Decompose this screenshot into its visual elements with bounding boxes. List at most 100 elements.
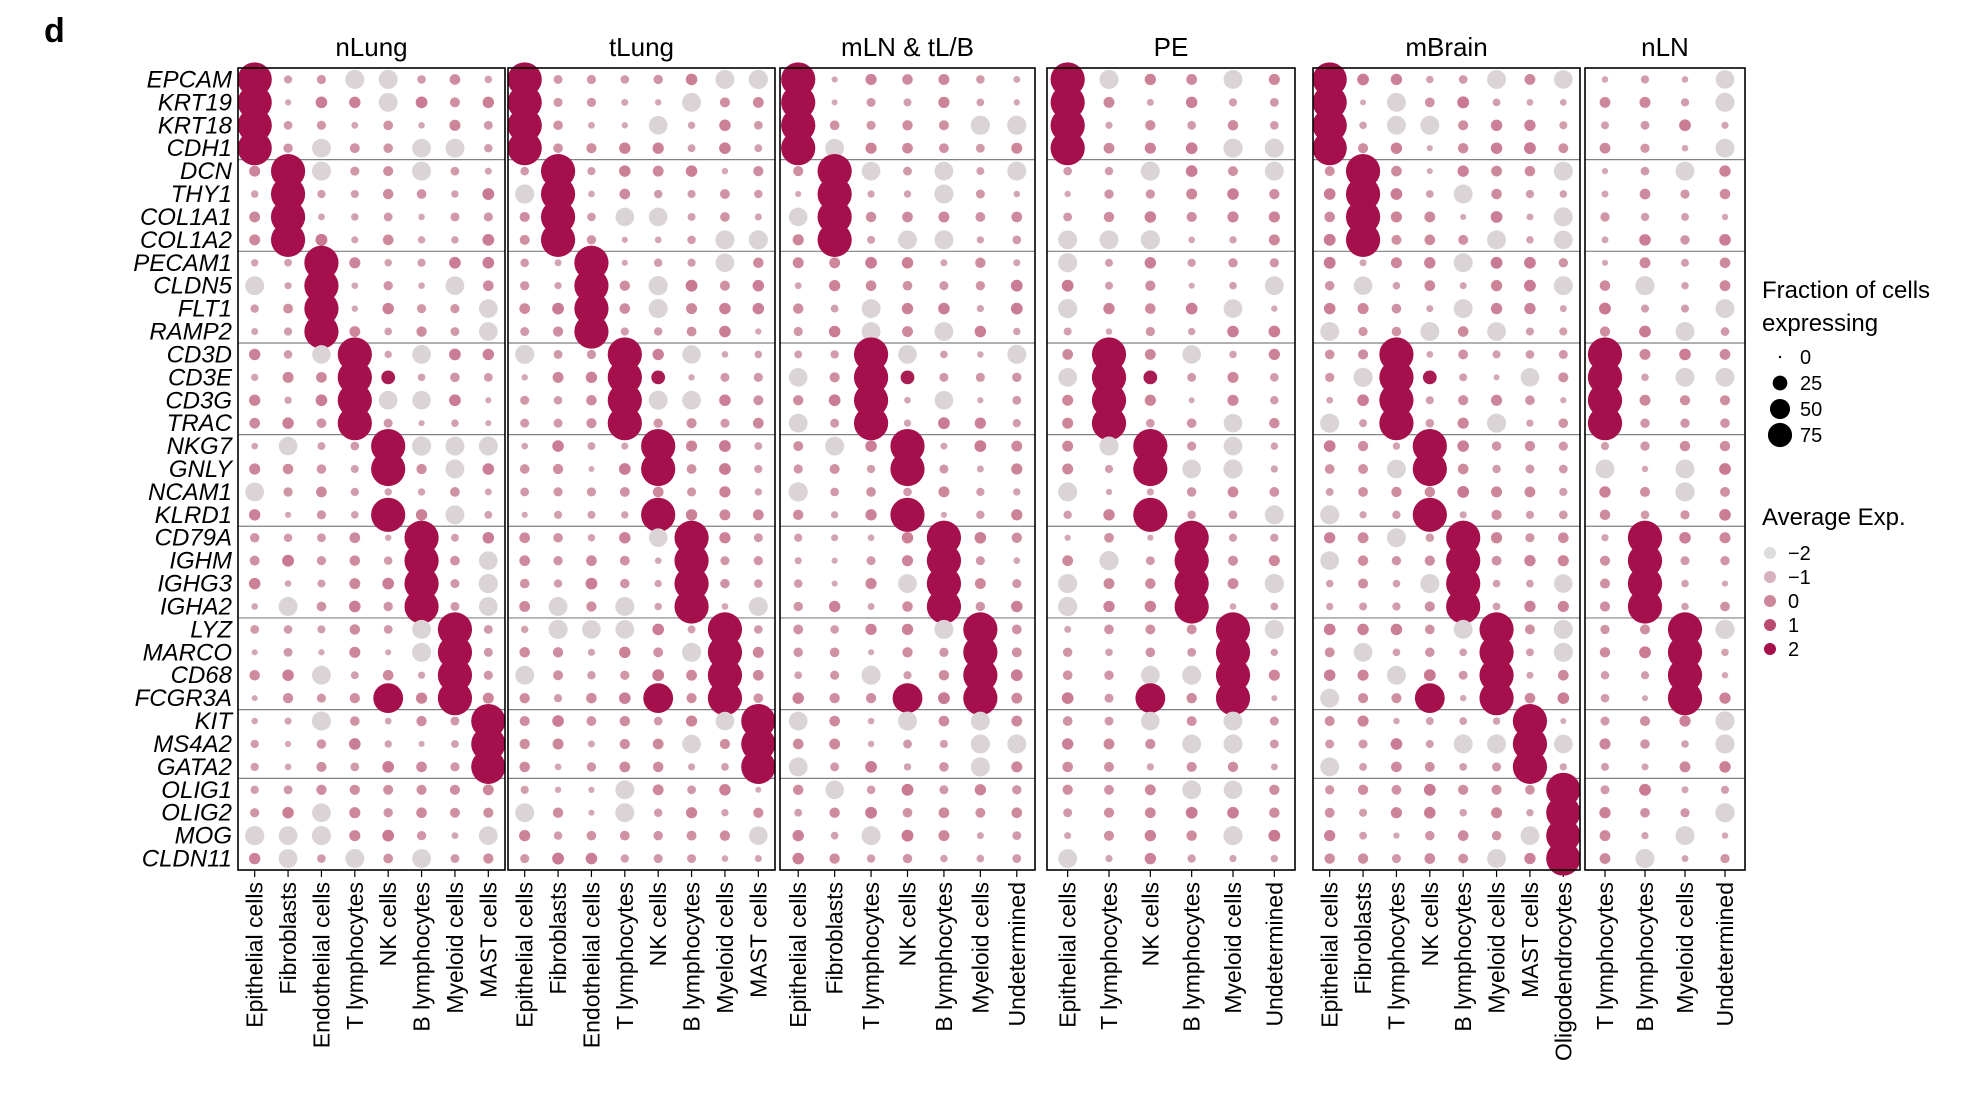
size-legend-label: 75 — [1800, 425, 1822, 447]
dot-ncam1-epithelial-cells — [788, 482, 808, 502]
dot-mog-fibroblasts — [830, 831, 839, 840]
dot-igha2-nk-cells — [654, 602, 662, 611]
dot-thy1-epithelial-cells — [1323, 188, 1336, 200]
dot-cd79a-fibroblasts — [553, 532, 563, 543]
dot-marco-nk-cells — [653, 647, 664, 658]
dot-trac-nk-cells — [903, 419, 912, 427]
dot-cldn5-fibroblasts — [828, 280, 841, 292]
dot-dcn-oligodendrocytes — [1553, 161, 1573, 181]
dot-flt1-b-lymphocytes — [686, 303, 698, 315]
dot-cd3g-mast-cells — [753, 395, 764, 406]
dot-cdh1-fibroblasts — [1358, 143, 1369, 154]
dot-ncam1-t-lymphocytes — [1599, 486, 1611, 498]
dot-col1a2-t-lymphocytes — [1601, 236, 1609, 244]
dot-cd3g-fibroblasts — [284, 396, 292, 404]
gene-label-cd79a: CD79A — [155, 525, 232, 552]
dot-cd3d-b-lymphocytes — [1458, 349, 1469, 360]
dot-gata2-epithelial-cells — [1320, 757, 1340, 777]
dot-krt18-nk-cells — [648, 115, 668, 135]
dot-flt1-epithelial-cells — [1058, 299, 1078, 319]
dot-thy1-b-lymphocytes — [1453, 184, 1473, 204]
dot-krt19-myeloid-cells — [1680, 98, 1690, 107]
dot-olig1-nk-cells — [1144, 784, 1156, 796]
facet-pe: PE Epithelial cells T lymphocytes NK cells B… — [1046, 32, 1296, 1032]
dot-kit-nk-cells — [653, 716, 663, 726]
dot-krt18-myeloid-cells — [449, 119, 461, 131]
dot-cldn11-endothelial-cells — [317, 854, 326, 863]
dot-nkg7-b-lymphocytes — [1187, 441, 1197, 451]
dot-gnly-nk-cells — [1412, 451, 1447, 487]
dot-col1a2-undetermined — [1012, 235, 1022, 245]
dot-cd79a-epithelial-cells — [1324, 532, 1336, 544]
dot-klrd1-nk-cells — [890, 497, 925, 532]
dot-dcn-myeloid-cells — [721, 167, 729, 175]
color-legend-dot — [1764, 547, 1776, 559]
dot-klrd1-b-lymphocytes — [940, 511, 948, 518]
facet-title: mBrain — [1405, 32, 1487, 62]
dot-col1a2-fibroblasts — [817, 222, 852, 257]
dot-marco-t-lymphocytes — [1105, 648, 1113, 657]
dot-col1a2-mast-cells — [1526, 236, 1534, 244]
dot-fcgr3a-fibroblasts — [553, 693, 563, 703]
dot-igha2-t-lymphocytes — [1103, 600, 1115, 613]
dot-pecam1-t-lymphocytes — [349, 257, 361, 269]
dot-gnly-fibroblasts — [1358, 464, 1369, 474]
dot-cd79a-myeloid-cells — [450, 533, 459, 542]
dot-col1a2-oligodendrocytes — [1553, 230, 1573, 250]
dot-fcgr3a-t-lymphocytes — [619, 692, 631, 704]
dot-olig1-epithelial-cells — [250, 785, 259, 794]
dot-mog-b-lymphocytes — [938, 830, 950, 842]
dot-lyz-fibroblasts — [283, 625, 293, 634]
dot-cdh1-oligodendrocytes — [1558, 143, 1569, 154]
dot-ramp2-b-lymphocytes — [686, 326, 697, 337]
dot-olig2-t-lymphocytes — [615, 803, 635, 823]
dot-col1a2-b-lymphocytes — [1458, 234, 1469, 245]
dot-klrd1-myeloid-cells — [445, 505, 465, 525]
dot-pecam1-undetermined — [1013, 259, 1021, 267]
dot-cd3e-b-lymphocytes — [688, 374, 695, 381]
dot-col1a1-epithelial-cells — [1063, 212, 1073, 222]
dot-ncam1-myeloid-cells — [719, 486, 731, 498]
dot-ms4a2-undetermined — [1007, 734, 1027, 754]
dot-krt18-endothelial-cells — [588, 121, 595, 129]
dot-ramp2-mast-cells — [478, 322, 498, 341]
dot-trac-fibroblasts — [282, 417, 294, 429]
dot-col1a1-myeloid-cells — [450, 212, 460, 222]
dot-cd3d-undetermined — [1719, 349, 1731, 360]
dot-col1a1-myeloid-cells — [720, 212, 730, 222]
dot-igha2-nk-cells — [1424, 601, 1435, 612]
dot-pecam1-b-lymphocytes — [1453, 253, 1473, 273]
dot-lyz-b-lymphocytes — [934, 619, 954, 639]
cell-label-undetermined: Undetermined — [1712, 882, 1738, 1026]
dot-gnly-epithelial-cells — [249, 463, 261, 475]
dot-cdh1-undetermined — [1715, 138, 1735, 158]
dot-cd3d-fibroblasts — [283, 350, 293, 359]
dot-ighg3-myeloid-cells — [1681, 579, 1689, 588]
dot-cd3e-oligodendrocytes — [1558, 372, 1569, 383]
dot-igha2-myeloid-cells — [1492, 602, 1501, 611]
dot-fcgr3a-mast-cells — [482, 692, 494, 704]
cell-label-b-lymphocytes: B lymphocytes — [1450, 882, 1476, 1032]
dot-mog-t-lymphocytes — [1599, 830, 1611, 842]
dot-cd3d-mast-cells — [482, 348, 495, 361]
dot-epcam-b-lymphocytes — [417, 75, 426, 84]
gene-label-ramp2: RAMP2 — [149, 319, 232, 346]
dot-trac-b-lymphocytes — [1640, 418, 1650, 428]
dot-cd3d-b-lymphocytes — [412, 344, 431, 364]
dot-marco-epithelial-cells — [793, 647, 803, 658]
dot-cldn5-epithelial-cells — [1061, 279, 1074, 292]
dot-thy1-oligodendrocytes — [1559, 190, 1568, 198]
dot-mog-myeloid-cells — [1223, 826, 1243, 846]
dot-cd3d-endothelial-cells — [586, 349, 597, 360]
dot-ms4a2-oligodendrocytes — [1553, 734, 1573, 754]
dot-olig1-epithelial-cells — [1325, 785, 1335, 795]
cell-label-t-lymphocytes: T lymphocytes — [1096, 882, 1122, 1030]
dot-flt1-undetermined — [1010, 302, 1023, 315]
dot-ncam1-oligodendrocytes — [1559, 487, 1568, 497]
dot-cd79a-myeloid-cells — [1490, 532, 1503, 544]
dot-ighm-fibroblasts — [553, 555, 563, 566]
dot-olig2-epithelial-cells — [250, 808, 260, 818]
dot-marco-b-lymphocytes — [682, 642, 702, 662]
dot-col1a1-b-lymphocytes — [418, 213, 425, 221]
dot-klrd1-myeloid-cells — [1680, 510, 1690, 520]
